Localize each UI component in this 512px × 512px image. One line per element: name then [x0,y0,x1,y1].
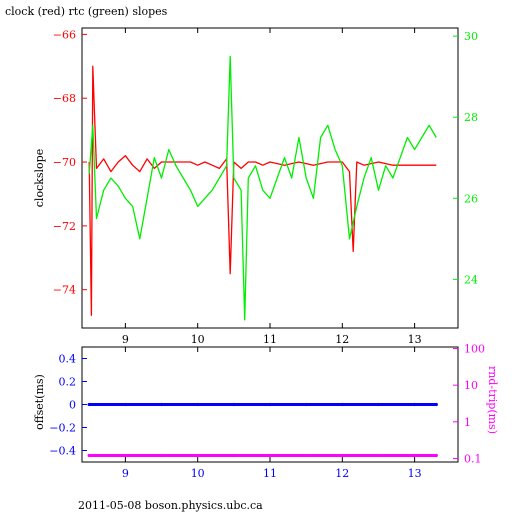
bottom-right-y-tick-label: 1 [464,416,471,429]
series-offset-point [159,402,164,407]
bottom-right-y-tick-label: 100 [464,343,485,356]
top-x-tick-label: 13 [408,333,422,346]
bottom-right-y-tick-label: 0.1 [464,452,482,465]
series-rnd-trip-point [304,453,308,458]
bottom-left-y-tick-label: −0.2 [49,422,76,435]
series-offset-point [268,402,272,407]
bottom-x-tick-label: 12 [335,467,349,480]
bottom-x-tick-label: 10 [191,467,205,480]
series-rnd-trip-point [87,453,91,458]
top-right-y-tick-label: 26 [464,192,478,205]
top-right-y-tick-label: 28 [464,111,478,124]
series-rnd-trip-point [123,453,127,458]
top-x-tick-label: 12 [335,333,349,346]
bottom-x-tick-label: 9 [122,467,129,480]
top-right-y-tick-label: 30 [464,30,478,43]
series-rnd-trip-point [376,453,381,458]
bottom-x-tick-label: 11 [263,467,277,480]
top-left-y-tick-label: −70 [53,156,76,169]
series-rnd-trip-point [196,453,200,458]
bottom-chart-layer: 9 10 11 12 13 0.4 0.2 0 −0.2 −0.4 100 10 1 0.1 [49,343,485,480]
series-offset-point [304,402,308,407]
top-chart-layer: 9 10 11 12 13 −74 −72 −70 −68 −66 24 26 28 30 [53,27,478,346]
bottom-chart-right-axis-label: rnd-trip(ms) [486,366,499,434]
series-offset-point [376,402,381,407]
series-rnd-trip-point [434,453,438,458]
series-offset-point [123,402,127,407]
top-left-y-tick-label: −68 [53,92,76,105]
series-rnd-trip-point [268,453,272,458]
top-chart-title: clock (red) rtc (green) slopes [5,5,168,18]
series-rnd-trip-point [340,453,344,458]
series-rtc-line [88,55,437,321]
footer-text: 2011-05-08 boson.physics.ubc.ca [78,499,263,512]
top-left-y-tick-label: −66 [53,28,76,41]
bottom-right-y-tick-label: 10 [464,379,478,392]
series-offset-point [340,402,344,407]
bottom-left-y-tick-label: −0.4 [49,445,76,458]
top-x-tick-label: 10 [191,333,205,346]
series-rnd-trip-point [159,453,164,458]
bottom-left-y-tick-label: 0.4 [59,353,77,366]
top-x-tick-label: 11 [263,333,277,346]
series-offset-point [434,402,438,407]
series-offset-point [196,402,200,407]
top-left-y-tick-label: −72 [53,220,76,233]
top-x-tick-label: 9 [122,333,129,346]
series-offset-point [232,402,236,407]
series-offset-point [87,402,91,407]
top-right-y-tick-label: 24 [464,273,478,286]
series-rnd-trip-point [232,453,236,458]
bottom-x-tick-label: 13 [408,467,422,480]
bottom-chart-y-axis-label: offset(ms) [33,374,46,430]
series-rnd-trip-point [413,453,417,458]
bottom-left-y-tick-label: 0 [69,399,76,412]
bottom-left-y-tick-label: 0.2 [59,376,77,389]
top-left-y-tick-label: −74 [53,284,76,297]
series-offset-point [413,402,417,407]
top-chart-y-axis-label: clockslope [33,149,46,207]
